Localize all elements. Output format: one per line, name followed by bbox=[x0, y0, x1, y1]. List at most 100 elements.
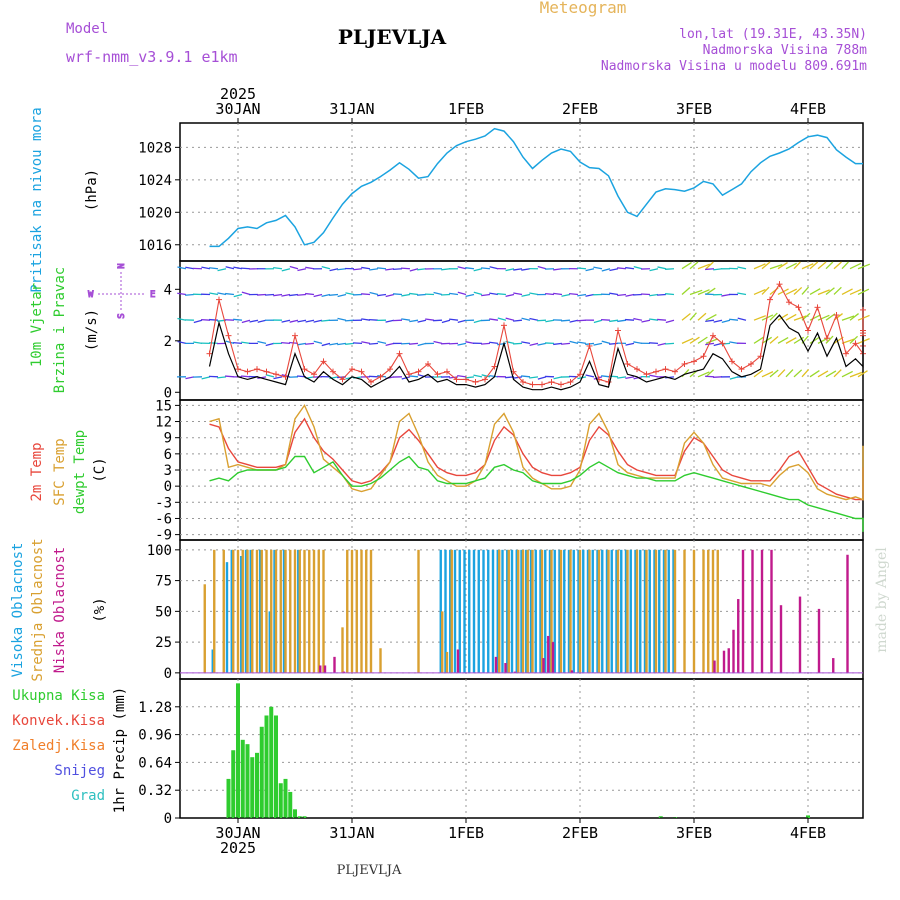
precip-bar bbox=[806, 815, 810, 818]
mid-cloud-bar bbox=[626, 549, 629, 673]
high-cloud-bar bbox=[525, 549, 528, 673]
wind-arrow bbox=[617, 293, 627, 297]
y-tick-label: 3 bbox=[164, 463, 172, 479]
wind-arrow bbox=[457, 266, 467, 270]
wind-arrow bbox=[633, 341, 643, 345]
wind-arrow bbox=[825, 335, 834, 344]
panel-frame-precip bbox=[179, 678, 864, 819]
wind-arrow bbox=[729, 341, 739, 345]
wind-arrow bbox=[225, 375, 235, 378]
wind-arrow bbox=[257, 340, 267, 345]
wind-arrow bbox=[681, 312, 691, 321]
wind-arrow bbox=[473, 374, 483, 378]
high-cloud-bar bbox=[577, 549, 580, 673]
top-day-label: 4FEB bbox=[790, 100, 826, 118]
wind-arrow bbox=[289, 265, 299, 270]
wind-arrow bbox=[593, 319, 603, 324]
wind-arrow bbox=[689, 261, 699, 270]
wind-arrow bbox=[401, 267, 411, 270]
low-cloud-bar bbox=[542, 658, 545, 673]
wind-arrow bbox=[585, 374, 595, 378]
wind-arrow bbox=[561, 342, 571, 345]
wind-arrow bbox=[305, 266, 315, 270]
mid-cloud-bar bbox=[279, 549, 282, 673]
pressure-line bbox=[209, 127, 863, 248]
wind-arrow bbox=[337, 317, 347, 321]
high-cloud-bar bbox=[510, 549, 514, 673]
mid-cloud-bar bbox=[255, 549, 259, 673]
precip-bar bbox=[269, 706, 274, 818]
wind-arrow bbox=[209, 318, 219, 321]
high-cloud-bar bbox=[506, 549, 509, 673]
wind-arrow bbox=[489, 374, 499, 378]
wind-arrow bbox=[361, 293, 371, 296]
mid-cloud-bar bbox=[270, 549, 273, 673]
high-cloud-bar bbox=[634, 549, 637, 673]
precip-ylabel: 1hr Precip (mm) bbox=[112, 687, 128, 813]
high-cloud-bar bbox=[487, 549, 490, 673]
wind-arrow bbox=[697, 263, 711, 270]
wind-arrow bbox=[345, 342, 355, 345]
wind-arrow bbox=[465, 341, 475, 345]
dew-label: dewpt Temp bbox=[72, 430, 88, 514]
wind-arrow bbox=[721, 293, 731, 297]
precip-legend: Ukupna Kisa Konvek.Kisa Zaledj.Kisa Snijeg G… bbox=[12, 688, 105, 804]
high-cloud-bar bbox=[273, 549, 276, 673]
y-tick-label: 1024 bbox=[138, 173, 172, 189]
wind-arrow bbox=[513, 376, 523, 379]
compass-n: N bbox=[117, 263, 127, 268]
y-tick-label: -6 bbox=[155, 511, 172, 527]
mid-cloud-bar bbox=[507, 549, 510, 673]
wind-arrow bbox=[777, 262, 788, 270]
wind-arrow bbox=[833, 369, 842, 378]
wind-arrow bbox=[857, 263, 871, 270]
wind-arrow bbox=[521, 375, 531, 378]
y-tick-label: 0 bbox=[164, 479, 172, 495]
precip-legend-item: Zaledj.Kisa bbox=[12, 738, 105, 754]
low-cloud-bar bbox=[737, 599, 740, 673]
wind-arrow bbox=[681, 262, 692, 270]
wind-arrow bbox=[505, 293, 515, 298]
mid-cloud-bar bbox=[521, 549, 525, 673]
wind-arrow bbox=[305, 319, 315, 323]
wind-arrow bbox=[353, 268, 363, 271]
wind-arrow bbox=[321, 342, 331, 347]
y-tick-label: -3 bbox=[155, 495, 172, 511]
y-tick-label: 9 bbox=[164, 431, 172, 447]
wind-arrow bbox=[489, 292, 499, 296]
mid-cloud-bar bbox=[260, 549, 263, 673]
high-cloud-bar bbox=[458, 549, 461, 673]
wind-arrow bbox=[857, 288, 870, 296]
bottom-day-label: 30JAN bbox=[215, 824, 260, 842]
mid-cloud-bar bbox=[692, 549, 696, 673]
precip-bar bbox=[250, 757, 255, 818]
wind-arrow bbox=[473, 268, 483, 272]
wind-arrow bbox=[537, 376, 547, 380]
y-tick-label: -9 bbox=[155, 528, 172, 544]
model-name: wrf-nmm_v3.9.1 e1km bbox=[66, 48, 238, 66]
wind-arrow bbox=[385, 293, 395, 298]
wind-arrow bbox=[729, 318, 739, 321]
mid-cloud-bar bbox=[654, 549, 658, 673]
precip-bar bbox=[259, 726, 264, 818]
mid-cloud-bar bbox=[274, 549, 278, 673]
high-cloud-bar bbox=[501, 549, 504, 673]
wind-arrow bbox=[553, 268, 563, 271]
wind-arrow bbox=[513, 268, 523, 271]
high-cloud-bar bbox=[482, 549, 485, 673]
mid-cloud-bar bbox=[607, 549, 610, 673]
wind-arrow bbox=[209, 292, 219, 296]
y-tick-label: 100 bbox=[147, 543, 172, 559]
precip-bar bbox=[245, 744, 250, 818]
high-cloud-bar bbox=[244, 549, 248, 673]
mid-cloud-bar bbox=[222, 549, 225, 673]
mid-cloud-bar bbox=[365, 549, 368, 673]
wind-arrow bbox=[593, 266, 603, 270]
high-cloud-bar bbox=[653, 549, 656, 673]
high-cloud-bar bbox=[582, 549, 585, 673]
wind-arrow bbox=[209, 342, 219, 345]
wind-arrow bbox=[361, 341, 371, 345]
wind-arrow bbox=[601, 318, 611, 321]
dewpoint-line bbox=[209, 455, 864, 532]
wind-arrow bbox=[345, 319, 355, 322]
